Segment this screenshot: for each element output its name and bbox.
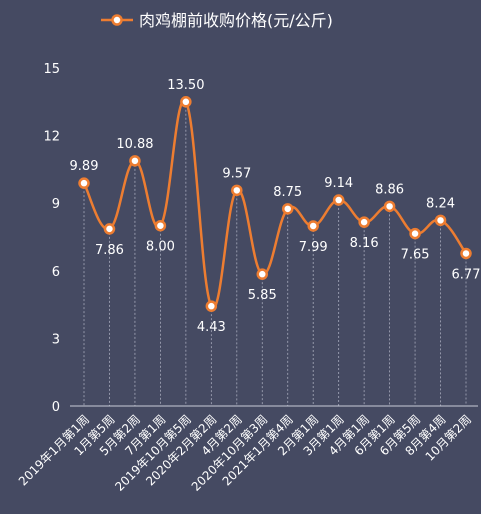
y-tick-label: 0 — [52, 400, 60, 415]
legend-point-marker — [111, 14, 123, 26]
data-point[interactable] — [281, 203, 294, 215]
data-labels: 9.89 7.86 10.88 8.00 13.50 4.43 9.57 5.85 8.75 7.… — [70, 78, 481, 335]
data-label: 7.65 — [401, 248, 430, 263]
data-point[interactable] — [103, 223, 116, 235]
data-point[interactable] — [307, 220, 319, 232]
grid-lines — [83, 101, 467, 406]
data-point[interactable] — [205, 300, 218, 312]
data-point[interactable] — [129, 155, 141, 167]
data-label: 5.85 — [248, 288, 277, 303]
series-line — [78, 96, 472, 312]
data-label: 13.50 — [167, 78, 204, 93]
data-label: 9.57 — [222, 166, 251, 181]
y-axis: 0 3 6 9 12 15 — [43, 62, 60, 415]
data-point[interactable] — [78, 177, 90, 189]
data-label: 7.99 — [299, 240, 328, 255]
y-tick-label: 6 — [52, 265, 60, 280]
y-tick-label: 9 — [52, 197, 60, 212]
y-tick-label: 3 — [52, 332, 60, 347]
data-label: 7.86 — [95, 243, 124, 258]
data-point[interactable] — [434, 214, 447, 227]
data-label: 8.86 — [375, 182, 404, 197]
data-point[interactable] — [409, 227, 421, 240]
legend[interactable]: 肉鸡棚前收购价格(元/公斤) — [101, 11, 333, 30]
data-point[interactable] — [358, 216, 370, 228]
data-label: 4.43 — [197, 320, 226, 335]
data-label: 9.89 — [70, 159, 99, 174]
data-label: 8.00 — [146, 240, 175, 255]
data-label: 8.24 — [426, 196, 455, 211]
data-point[interactable] — [231, 184, 243, 197]
data-label: 10.88 — [116, 137, 153, 152]
data-label: 8.75 — [273, 185, 302, 200]
data-point[interactable] — [180, 96, 192, 108]
data-point[interactable] — [332, 194, 345, 206]
data-label: 9.14 — [324, 176, 353, 191]
x-axis-labels: 2019年1月第1周1月第5周5月第2周7月第1周2019年10月第5周2020… — [16, 412, 474, 494]
data-point[interactable] — [460, 247, 472, 260]
data-point[interactable] — [383, 200, 396, 213]
y-tick-label: 15 — [43, 62, 60, 77]
data-point[interactable] — [154, 219, 167, 232]
data-point[interactable] — [256, 268, 269, 280]
data-label: 6.77 — [452, 267, 481, 282]
data-label: 8.16 — [350, 236, 379, 251]
legend-label: 肉鸡棚前收购价格(元/公斤) — [139, 11, 333, 30]
series-path — [82, 99, 468, 310]
y-tick-label: 12 — [43, 130, 60, 145]
